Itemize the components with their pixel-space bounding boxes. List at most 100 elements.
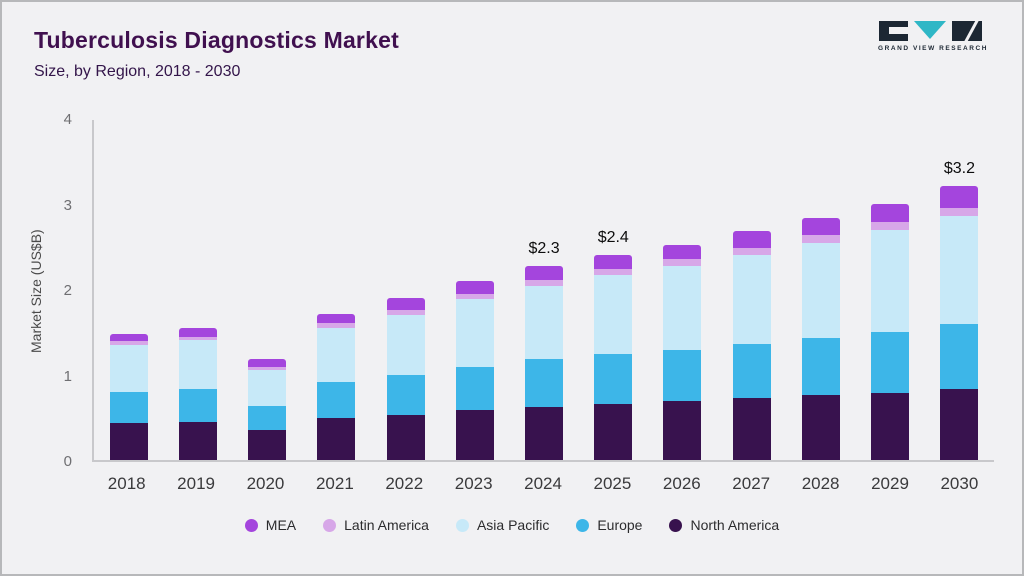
bar-segment-asia-pacific-2021: [317, 327, 356, 383]
bar-segment-north-america-2019: [178, 421, 217, 460]
legend-swatch-asia-pacific: [455, 518, 469, 532]
bar-segment-asia-pacific-2026: [663, 265, 702, 350]
bar-stack-2019: [178, 327, 217, 460]
bar-segment-mea-2021: [317, 313, 356, 324]
bar-segment-north-america-2018: [109, 423, 148, 460]
x-label-2023: 2023: [454, 474, 493, 493]
legend-item-mea: MEA: [244, 517, 297, 533]
plot-area: $2.3 $2.4 $3.2: [92, 120, 994, 462]
legend-label-mea: MEA: [265, 517, 297, 533]
legend-label-north-america: North America: [690, 517, 780, 533]
bar-segment-asia-pacific-2029: [871, 230, 910, 332]
page-title: Tuberculosis Diagnostics Market: [34, 27, 399, 53]
legend-item-europe: Europe: [576, 517, 642, 533]
bar-segment-europe-2027: [732, 343, 771, 399]
bar-stack-2022: [386, 297, 425, 460]
bar-stack-2026: [663, 244, 702, 460]
bar-segment-latin-america-2024: [525, 279, 564, 286]
y-axis-title: Market Size (US$B): [28, 229, 44, 353]
bar-segment-europe-2028: [801, 337, 840, 395]
legend-label-asia-pacific: Asia Pacific: [476, 517, 550, 533]
bar-segment-mea-2027: [732, 230, 771, 249]
legend-swatch-north-america: [669, 518, 683, 532]
bar-segment-north-america-2028: [801, 395, 840, 460]
bar-segment-europe-2030: [940, 324, 979, 389]
y-tick-0: 0: [63, 453, 72, 470]
legend-item-north-america: North America: [669, 517, 779, 533]
x-label-2026: 2026: [662, 474, 701, 493]
bar-segment-mea-2020: [248, 359, 287, 367]
bar-segment-latin-america-2023: [455, 294, 494, 300]
bar-segment-north-america-2024: [525, 407, 564, 460]
bar-2019: [163, 120, 232, 460]
logo-text: GRAND VIEW RESEARCH: [878, 45, 988, 52]
bar-segment-europe-2023: [455, 366, 494, 411]
bar-segment-europe-2022: [386, 375, 425, 415]
bar-segment-europe-2020: [248, 406, 287, 431]
bar-segment-mea-2026: [663, 244, 702, 260]
x-label-2024: 2024: [524, 474, 562, 493]
bar-stack-2027: [732, 230, 771, 460]
x-label-2025: 2025: [593, 474, 632, 493]
bar-segment-latin-america-2021: [317, 323, 356, 328]
bar-segment-north-america-2026: [663, 401, 702, 460]
bar-stack-2025: [594, 254, 633, 460]
bar-segment-north-america-2027: [732, 398, 771, 460]
gvr-logo: GRAND VIEW RESEARCH: [878, 20, 988, 52]
bar-segment-mea-2019: [178, 327, 217, 337]
bar-segment-asia-pacific-2027: [732, 254, 771, 344]
bar-segment-north-america-2029: [871, 392, 910, 460]
x-label-2022: 2022: [385, 474, 424, 493]
x-label-2020: 2020: [246, 474, 285, 493]
bar-2028: [786, 120, 855, 460]
x-label-2029: 2029: [871, 474, 909, 493]
bar-segment-latin-america-2019: [178, 336, 217, 341]
bar-segment-north-america-2022: [386, 414, 425, 460]
bar-stack-2020: [248, 359, 287, 460]
bar-2021: [302, 120, 371, 460]
bar-segment-latin-america-2028: [801, 235, 840, 243]
bar-stack-2021: [317, 313, 356, 460]
bar-segment-europe-2029: [871, 331, 910, 393]
bar-segment-europe-2025: [594, 354, 633, 404]
bar-segment-latin-america-2020: [248, 366, 287, 371]
y-tick-3: 3: [63, 196, 72, 214]
bar-segment-latin-america-2018: [109, 341, 148, 345]
bar-segment-north-america-2023: [455, 410, 494, 460]
bar-segment-latin-america-2029: [871, 222, 910, 231]
bar-segment-europe-2026: [663, 349, 702, 401]
value-label-2030: $3.2: [943, 160, 975, 177]
chart-subtitle: Size, by Region, 2018 - 2030: [34, 63, 241, 80]
y-axis-ticks: 0 1 2 3 4: [52, 111, 80, 470]
bar-segment-europe-2018: [109, 391, 148, 424]
x-label-2021: 2021: [315, 474, 354, 493]
value-label-2024: $2.3: [528, 240, 560, 257]
bar-2020: [232, 120, 301, 460]
y-tick-4: 4: [63, 111, 72, 128]
bar-stack-2024: [525, 265, 564, 460]
bar-segment-mea-2018: [109, 334, 148, 342]
legend-label-latin-america: Latin America: [344, 517, 429, 533]
bar-2022: [371, 120, 440, 460]
x-label-2028: 2028: [801, 474, 840, 493]
bar-segment-asia-pacific-2030: [940, 216, 979, 324]
bar-segment-north-america-2020: [248, 430, 287, 460]
x-label-2018: 2018: [107, 474, 146, 493]
bar-2018: [94, 120, 163, 460]
legend-label-europe: Europe: [597, 517, 643, 533]
legend-swatch-latin-america: [323, 518, 337, 532]
bar-segment-latin-america-2025: [594, 268, 633, 275]
bar-segment-asia-pacific-2022: [386, 314, 425, 376]
legend: MEA Latin America Asia Pacific Europe North …: [2, 517, 1022, 533]
x-label-2030: 2030: [940, 474, 979, 493]
legend-swatch-europe: [576, 518, 590, 532]
legend-item-latin-america: Latin America: [323, 517, 429, 533]
bar-segment-mea-2025: [594, 254, 633, 269]
bar-segment-europe-2019: [178, 389, 217, 422]
bar-2029: [856, 120, 925, 460]
bar-segment-north-america-2021: [317, 418, 356, 460]
bar-segment-mea-2024: [525, 265, 564, 280]
bar-2030: $3.2: [925, 120, 994, 460]
bar-segment-north-america-2030: [940, 389, 979, 460]
